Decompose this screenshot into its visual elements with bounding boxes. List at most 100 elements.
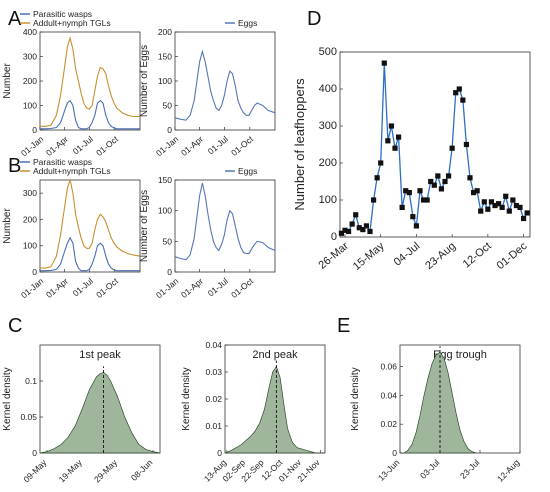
y-axis-label: Number — [2, 63, 13, 99]
y-axis-label: Kernel density — [350, 367, 361, 430]
legend-label: Addult+nymph TGLs — [33, 18, 111, 28]
y-tick-label: 0.01 — [205, 421, 222, 431]
x-tick-label: 23-Jul — [458, 457, 482, 481]
x-tick-label: 01-Jan — [154, 276, 181, 301]
panel-label-a: A — [8, 8, 22, 30]
panel-label-c: C — [8, 315, 22, 337]
x-tick-label: 01-Dec — [495, 240, 530, 272]
data-point — [485, 206, 491, 212]
data-point — [363, 223, 370, 229]
data-point — [413, 223, 420, 229]
data-point — [449, 145, 455, 151]
x-tick-label: 01-Oct — [94, 133, 120, 157]
panel-label-b: B — [8, 155, 21, 177]
x-tick-label: 01-Jan — [19, 134, 46, 159]
data-point — [356, 225, 362, 231]
x-tick-label: 04-Jul — [392, 240, 423, 268]
series-line — [40, 36, 140, 127]
y-tick-label: 50 — [163, 236, 173, 246]
density-area — [224, 365, 325, 454]
data-point — [388, 123, 395, 129]
x-tick-label: 01-Apr — [179, 276, 205, 300]
data-point — [424, 197, 430, 203]
x-tick-label: 23-Aug — [423, 240, 458, 272]
data-point — [367, 228, 373, 235]
data-point — [395, 134, 402, 140]
data-point — [435, 173, 441, 179]
data-point — [492, 202, 498, 209]
data-point — [470, 190, 477, 196]
y-tick-label: 200 — [23, 214, 37, 224]
panel-label-e: E — [337, 315, 350, 337]
data-point — [495, 201, 502, 207]
data-point — [478, 208, 484, 214]
data-point — [453, 90, 459, 96]
x-tick-label: 29-May — [92, 457, 120, 485]
data-point — [399, 204, 405, 210]
y-tick-label: 300 — [23, 188, 37, 198]
data-point — [378, 160, 384, 166]
axes-frame — [39, 31, 141, 131]
data-point — [460, 97, 466, 103]
data-point — [445, 173, 452, 179]
x-tick-label: 15-May — [351, 240, 387, 273]
data-point — [456, 86, 462, 92]
chart-title: 1st peak — [79, 349, 121, 361]
y-tick-label: 400 — [319, 83, 337, 95]
chart-title: 2nd peak — [252, 349, 298, 361]
axes-frame — [339, 51, 531, 238]
data-point — [360, 227, 366, 233]
y-tick-label: 0 — [331, 231, 337, 243]
y-tick-label: 200 — [319, 157, 337, 169]
data-point — [428, 178, 434, 185]
data-point — [431, 182, 437, 188]
legend-label: Parasitic wasps — [33, 157, 92, 167]
y-axis-label: Number of Eggs — [139, 190, 150, 262]
x-tick-label: 12-Oct — [461, 240, 494, 270]
y-tick-label: 200 — [23, 76, 37, 86]
x-tick-label: 12-Aug — [495, 457, 522, 484]
y-tick-label: 0 — [167, 125, 172, 135]
data-point — [517, 204, 523, 210]
data-point — [345, 228, 352, 235]
x-tick-label: 01-Jan — [154, 134, 181, 159]
y-tick-label: 0 — [217, 448, 222, 458]
data-point — [442, 178, 448, 185]
panel-label-d: D — [307, 8, 321, 30]
x-tick-label: 01-Oct — [229, 275, 255, 299]
data-point — [513, 202, 520, 209]
series-line — [40, 177, 141, 269]
data-point — [381, 60, 387, 66]
data-point — [474, 188, 480, 194]
data-point — [374, 175, 380, 181]
data-point — [503, 193, 509, 199]
y-tick-label: 100 — [158, 206, 172, 216]
y-tick-label: 300 — [23, 52, 37, 62]
data-point — [520, 215, 527, 222]
data-point — [438, 186, 445, 192]
axes-frame — [174, 179, 276, 273]
y-tick-label: 100 — [319, 194, 337, 206]
density-area — [39, 372, 161, 454]
y-tick-label: 0.02 — [205, 394, 222, 404]
x-tick-label: 01-Apr — [179, 134, 205, 158]
series-line — [40, 236, 140, 272]
x-tick-label: 09-May — [21, 457, 49, 485]
data-point — [406, 190, 412, 196]
x-tick-label: 01-Jul — [71, 134, 95, 157]
legend-label: Parasitic wasps — [33, 9, 92, 19]
legend-label: Eggs — [238, 166, 257, 176]
y-tick-label: 0.05 — [20, 412, 37, 422]
y-tick-label: 150 — [158, 175, 172, 185]
x-tick-label: 01-Oct — [94, 275, 120, 299]
y-axis-label: Number of Eggs — [139, 45, 150, 117]
data-point — [467, 175, 473, 181]
y-tick-label: 100 — [158, 76, 172, 86]
legend-label: Eggs — [238, 18, 257, 28]
y-axis-label: Number — [2, 208, 13, 244]
x-tick-label: 01-Jul — [206, 276, 230, 299]
